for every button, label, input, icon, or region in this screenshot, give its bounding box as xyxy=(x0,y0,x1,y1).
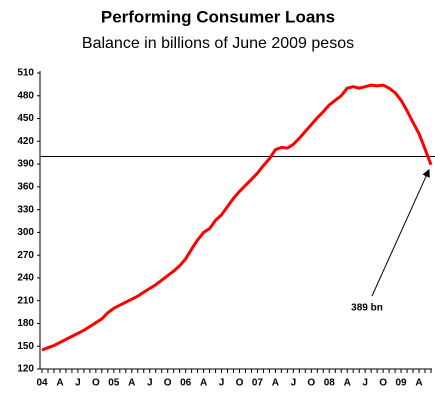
x-tick-label: A xyxy=(415,378,422,389)
y-tick-label: 480 xyxy=(17,90,34,101)
x-tick-label: J xyxy=(147,378,153,389)
y-tick-label: 360 xyxy=(17,181,34,192)
x-tick-label: O xyxy=(92,378,100,389)
y-tick-label: 300 xyxy=(17,227,34,238)
x-tick-label: O xyxy=(307,378,315,389)
y-tick-label: 180 xyxy=(17,318,34,329)
y-tick-label: 330 xyxy=(17,204,34,215)
y-tick-label: 210 xyxy=(17,295,34,306)
chart-subtitle: Balance in billions of June 2009 pesos xyxy=(82,35,354,52)
y-tick-label: 510 xyxy=(17,68,34,79)
x-tick-label: A xyxy=(200,378,207,389)
x-tick-label: 06 xyxy=(180,378,192,389)
x-tick-label: J xyxy=(291,378,297,389)
x-tick-label: 05 xyxy=(108,378,120,389)
x-tick-label: A xyxy=(272,378,279,389)
x-tick-label: O xyxy=(379,378,387,389)
y-tick-label: 150 xyxy=(17,341,34,352)
x-tick-label: J xyxy=(219,378,225,389)
annotation: 389 bn xyxy=(351,303,383,314)
line-series xyxy=(41,83,433,352)
chart-title: Performing Consumer Loans xyxy=(101,7,335,26)
y-tick-label: 420 xyxy=(17,136,34,147)
y-tick-label: 240 xyxy=(17,273,34,284)
x-tick-label: A xyxy=(56,378,63,389)
y-tick-label: 120 xyxy=(17,364,34,375)
x-tick-label: 08 xyxy=(324,378,336,389)
x-tick-label: O xyxy=(164,378,172,389)
y-tick-label: 450 xyxy=(17,113,34,124)
x-tick-label: 07 xyxy=(252,378,264,389)
x-tick-label: A xyxy=(344,378,351,389)
x-tick-label: J xyxy=(75,378,81,389)
x-tick-label: A xyxy=(128,378,135,389)
x-tick-label: 09 xyxy=(396,378,408,389)
x-tick-label: 04 xyxy=(36,378,48,389)
x-tick-label: J xyxy=(362,378,368,389)
y-tick-label: 390 xyxy=(17,159,34,170)
y-tick-label: 270 xyxy=(17,250,34,261)
annotation-arrow xyxy=(371,168,430,297)
x-tick-label: O xyxy=(236,378,244,389)
